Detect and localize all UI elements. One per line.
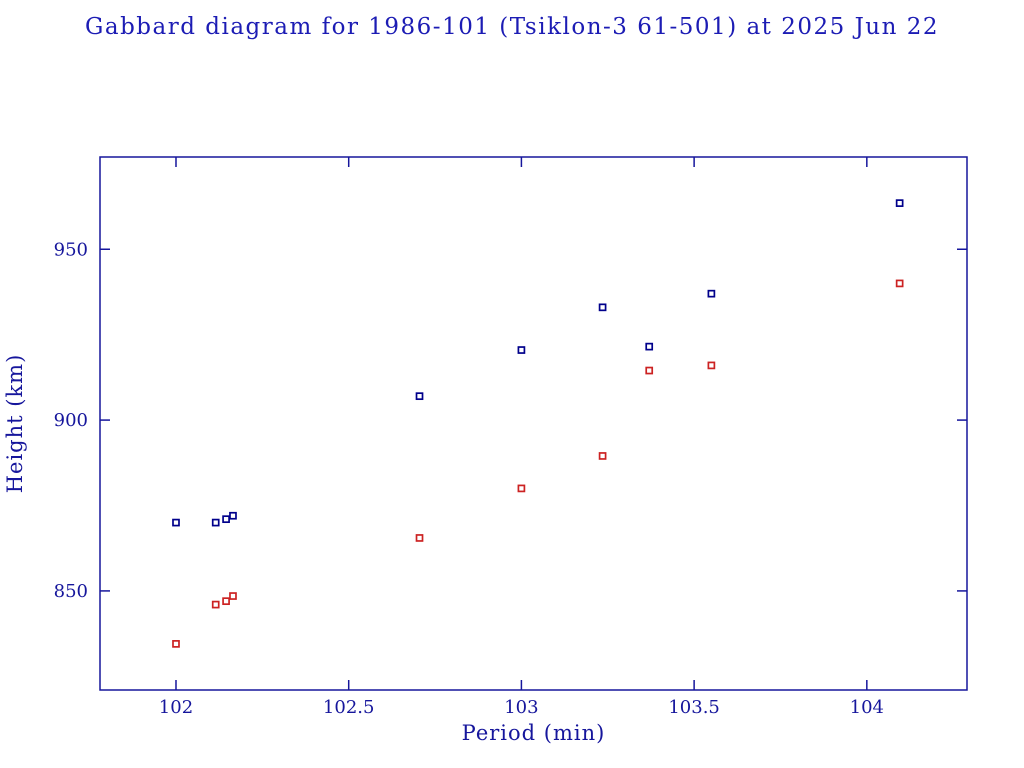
data-point-perigee bbox=[598, 452, 607, 460]
data-point-apogee bbox=[229, 511, 237, 520]
data-point-perigee bbox=[895, 279, 904, 288]
data-point-perigee bbox=[172, 640, 180, 648]
data-point-apogee bbox=[211, 518, 220, 527]
x-tick-label: 102.5 bbox=[323, 697, 375, 718]
y-axis-label: Height (km) bbox=[3, 354, 27, 494]
x-tick-label: 104 bbox=[850, 697, 884, 718]
x-tick-label: 102 bbox=[159, 697, 193, 718]
data-point-perigee bbox=[645, 366, 654, 375]
x-axis-label: Period (min) bbox=[462, 721, 606, 745]
data-point-perigee bbox=[415, 534, 424, 542]
data-point-apogee bbox=[598, 303, 607, 312]
y-tick-label: 900 bbox=[54, 410, 88, 431]
data-point-perigee bbox=[229, 592, 237, 600]
data-point-apogee bbox=[895, 199, 904, 207]
data-point-perigee bbox=[222, 597, 230, 606]
y-tick-label: 850 bbox=[54, 581, 88, 602]
data-point-apogee bbox=[707, 289, 716, 298]
data-point-perigee bbox=[707, 361, 716, 370]
data-point-apogee bbox=[172, 518, 180, 527]
plot-frame bbox=[99, 156, 968, 691]
data-point-apogee bbox=[645, 342, 654, 351]
x-tick-label: 103.5 bbox=[668, 697, 720, 718]
chart-title: Gabbard diagram for 1986-101 (Tsiklon-3 … bbox=[84, 14, 940, 40]
x-tick-label: 103 bbox=[504, 697, 538, 718]
data-point-apogee bbox=[222, 515, 230, 524]
y-tick-label: 950 bbox=[54, 239, 88, 260]
data-point-apogee bbox=[415, 392, 424, 401]
data-point-perigee bbox=[517, 484, 526, 493]
data-point-perigee bbox=[211, 600, 220, 609]
data-point-apogee bbox=[517, 346, 526, 354]
